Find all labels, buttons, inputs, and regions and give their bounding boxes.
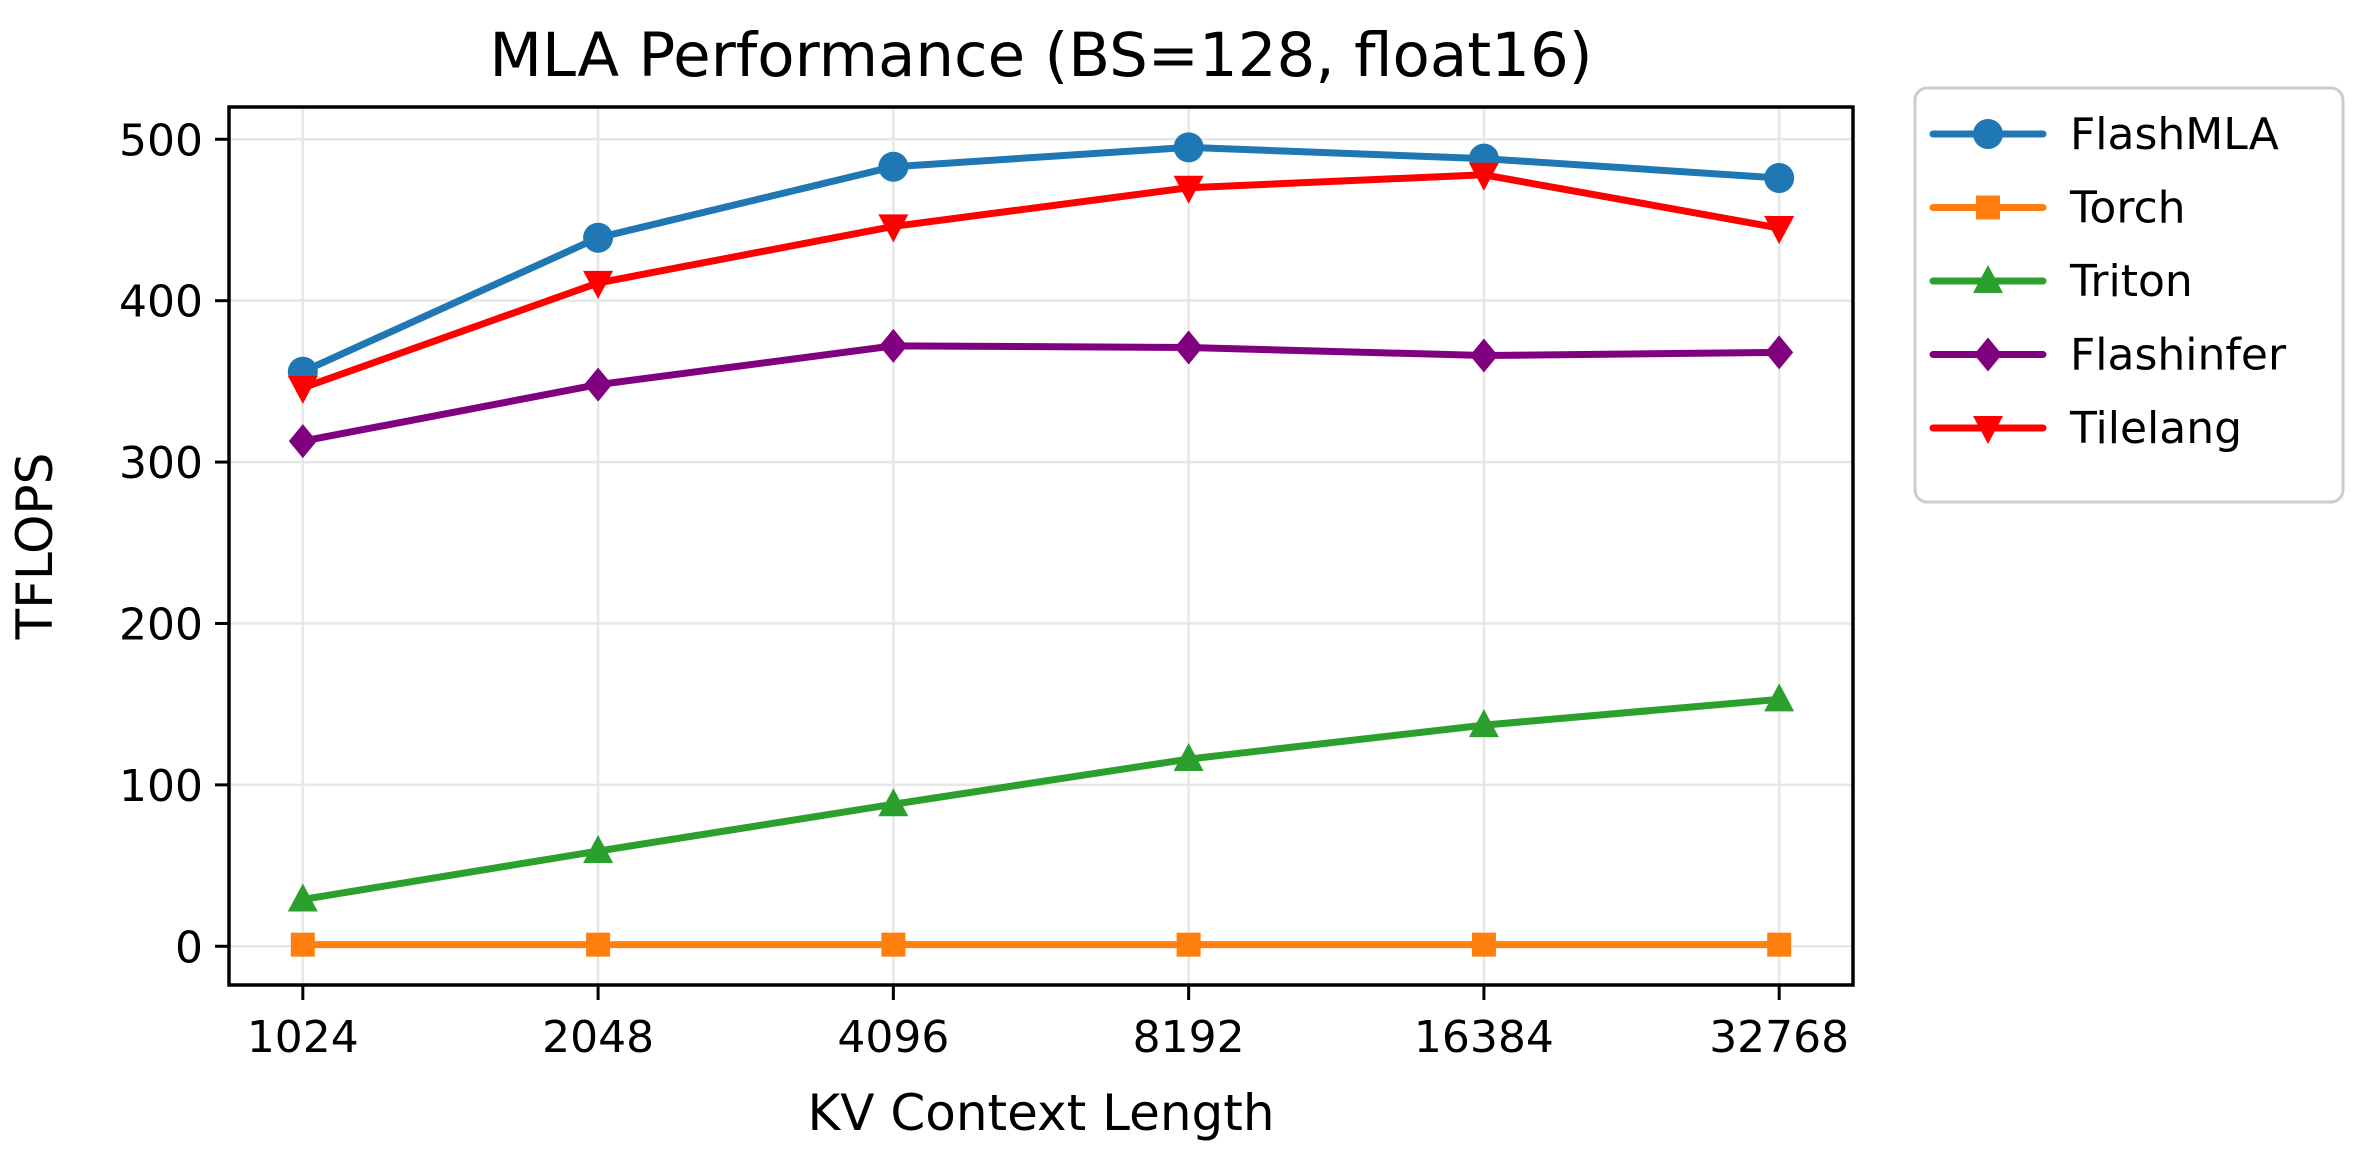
series-flashinfer	[288, 328, 1794, 459]
legend-marker-diamond	[1974, 337, 2002, 372]
series-line-flashmla	[299, 143, 1783, 376]
data-point-torch	[1176, 932, 1201, 957]
legend-marker-triangle-down	[1973, 416, 2003, 444]
data-point-flashmla	[1173, 132, 1204, 163]
series-torch	[290, 932, 1792, 957]
legend-label: Tilelang	[2069, 403, 2242, 454]
data-point-flashinfer	[288, 424, 317, 459]
x-tick-label: 32768	[1709, 1012, 1849, 1063]
series-triton	[287, 683, 1795, 912]
data-point-torch	[1471, 932, 1496, 957]
data-point-torch	[290, 932, 315, 957]
y-tick-label: 0	[175, 922, 203, 973]
x-tick-label: 1024	[247, 1012, 359, 1063]
legend-label: Torch	[2069, 183, 2186, 234]
data-point-flashinfer	[1174, 330, 1203, 365]
series-line-flashinfer	[299, 342, 1783, 445]
y-tick-label: 100	[119, 761, 203, 812]
plot-area	[229, 107, 1853, 985]
data-point-tilelang	[1173, 175, 1204, 204]
legend-label: Flashinfer	[2070, 330, 2287, 381]
legend-label: FlashMLA	[2070, 109, 2279, 160]
data-point-tilelang	[287, 375, 318, 404]
y-axis-label: TFLOPS	[6, 453, 64, 641]
data-point-flashinfer	[1765, 335, 1794, 370]
data-point-triton	[1173, 743, 1204, 772]
chart-title: MLA Performance (BS=128, float16)	[489, 20, 1592, 91]
series-line-triton	[299, 695, 1783, 903]
legend-box	[1913, 86, 2345, 504]
legend-marker-triangle-up	[1973, 265, 2003, 293]
data-point-torch	[586, 932, 611, 957]
y-tick-label: 500	[119, 115, 203, 166]
data-point-flashmla	[1764, 163, 1795, 194]
data-point-triton	[878, 788, 909, 817]
legend-marker-circle	[1973, 119, 2003, 149]
data-point-tilelang	[878, 214, 909, 243]
x-tick-label: 8192	[1133, 1012, 1245, 1063]
data-point-flashinfer	[584, 367, 613, 402]
data-point-triton	[1468, 709, 1499, 738]
x-axis-label: KV Context Length	[807, 1084, 1274, 1142]
x-tick-label: 16384	[1414, 1012, 1554, 1063]
data-point-triton	[287, 883, 318, 912]
data-point-torch	[881, 932, 906, 957]
y-tick-label: 400	[119, 277, 203, 328]
data-point-tilelang	[1764, 216, 1795, 245]
data-point-tilelang	[583, 270, 614, 299]
y-tick-label: 300	[119, 438, 203, 489]
data-point-flashmla	[583, 222, 614, 253]
y-tick-label: 200	[119, 599, 203, 650]
data-point-triton	[583, 835, 614, 864]
data-point-tilelang	[1468, 162, 1499, 191]
x-tick-label: 2048	[542, 1012, 654, 1063]
series-tilelang	[287, 162, 1795, 404]
data-point-torch	[1767, 932, 1792, 957]
series-line-tilelang	[299, 171, 1783, 392]
data-point-flashinfer	[879, 328, 908, 363]
plot-border	[227, 105, 1855, 987]
x-tick-label: 4096	[837, 1012, 949, 1063]
data-point-flashinfer	[1469, 338, 1498, 373]
legend-label: Triton	[2069, 256, 2193, 307]
data-point-triton	[1764, 683, 1795, 712]
data-point-flashmla	[878, 151, 909, 182]
legend-marker-square	[1976, 195, 2000, 220]
